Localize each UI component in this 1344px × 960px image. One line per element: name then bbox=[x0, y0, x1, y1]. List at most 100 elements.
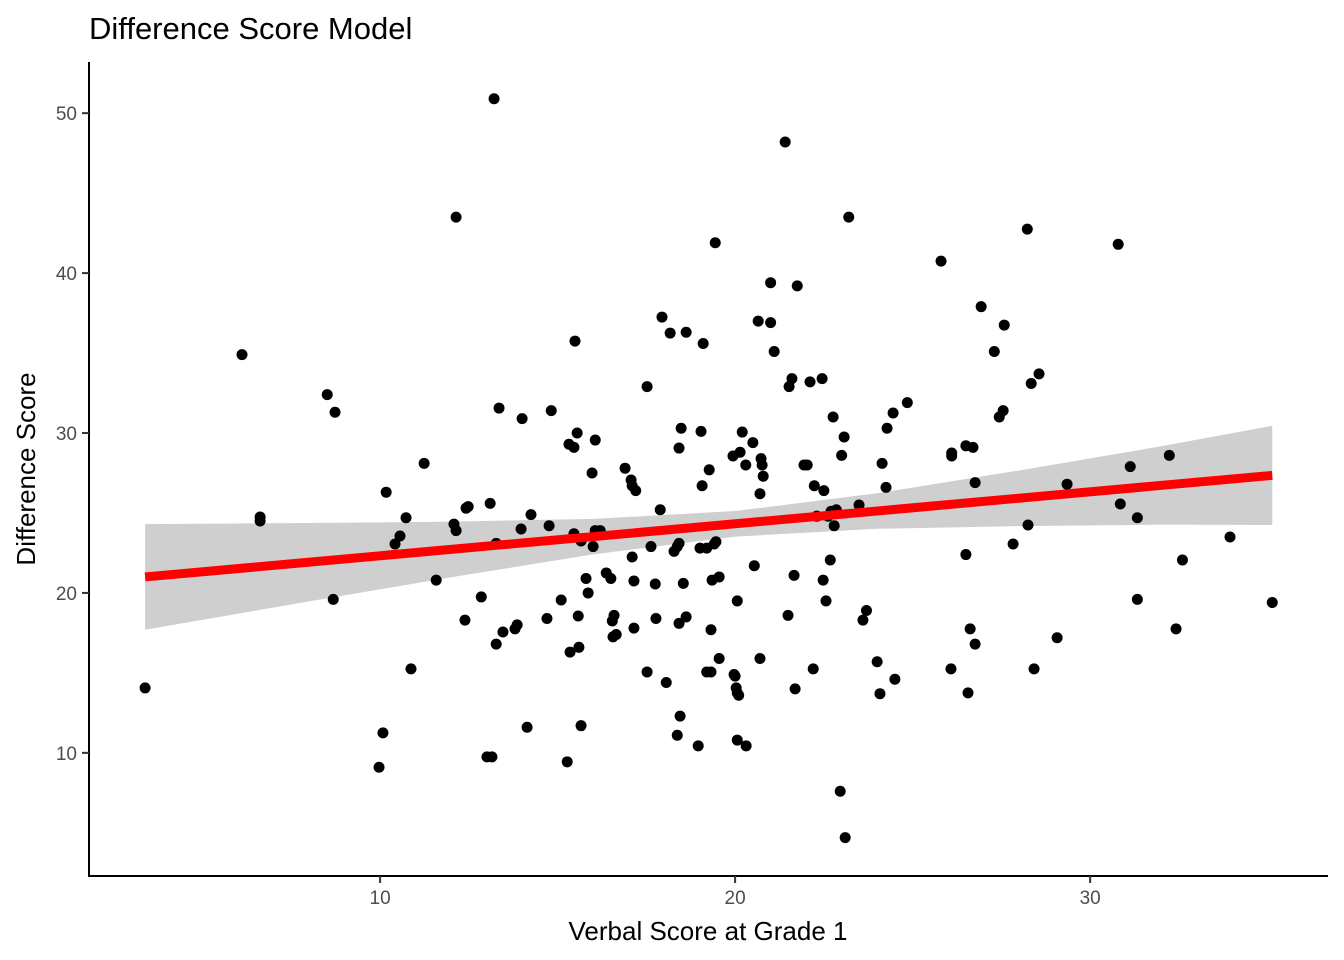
data-point bbox=[817, 574, 829, 586]
data-point bbox=[541, 613, 553, 625]
data-point bbox=[673, 537, 685, 549]
data-point bbox=[945, 663, 957, 675]
data-point bbox=[543, 520, 555, 532]
data-point bbox=[756, 459, 768, 471]
data-point bbox=[729, 670, 741, 682]
data-point bbox=[582, 587, 594, 599]
data-point bbox=[839, 832, 851, 844]
data-point bbox=[748, 560, 760, 572]
data-point bbox=[692, 740, 704, 752]
data-point bbox=[808, 480, 820, 492]
data-point bbox=[889, 673, 901, 685]
data-point bbox=[853, 499, 865, 511]
data-point bbox=[1163, 449, 1175, 461]
chart-title: Difference Score Model bbox=[89, 11, 412, 46]
data-point bbox=[754, 488, 766, 500]
data-point bbox=[373, 761, 385, 773]
data-point bbox=[975, 301, 987, 313]
data-point bbox=[380, 486, 392, 498]
data-point bbox=[747, 437, 759, 449]
data-point bbox=[740, 740, 752, 752]
data-point bbox=[969, 477, 981, 489]
data-point bbox=[731, 734, 743, 746]
data-point bbox=[654, 504, 666, 516]
data-point bbox=[946, 450, 958, 462]
data-point bbox=[754, 653, 766, 665]
data-point bbox=[788, 569, 800, 581]
data-point bbox=[493, 402, 505, 414]
fit-line-group bbox=[144, 470, 1273, 582]
data-point bbox=[860, 605, 872, 617]
data-point bbox=[605, 573, 617, 585]
data-point bbox=[827, 411, 839, 423]
data-point bbox=[450, 211, 462, 223]
data-point bbox=[641, 666, 653, 678]
data-point bbox=[765, 277, 777, 289]
data-point bbox=[804, 376, 816, 388]
data-point bbox=[836, 449, 848, 461]
data-point bbox=[880, 481, 892, 493]
data-point bbox=[881, 422, 893, 434]
data-point bbox=[649, 578, 661, 590]
data-point bbox=[628, 575, 640, 587]
data-point bbox=[695, 425, 707, 437]
data-point bbox=[967, 441, 979, 453]
data-point bbox=[935, 255, 947, 267]
data-point bbox=[674, 710, 686, 722]
data-point bbox=[1224, 531, 1236, 543]
data-point bbox=[1022, 519, 1034, 531]
data-point bbox=[838, 431, 850, 443]
data-point bbox=[254, 515, 266, 527]
data-point bbox=[705, 624, 717, 636]
data-point bbox=[705, 666, 717, 678]
data-point bbox=[677, 577, 689, 589]
data-point bbox=[516, 413, 528, 425]
data-point bbox=[818, 485, 830, 497]
data-point bbox=[641, 381, 653, 393]
data-point bbox=[887, 407, 899, 419]
data-point bbox=[1114, 498, 1126, 510]
data-point bbox=[1028, 663, 1040, 675]
y-tick-label: 30 bbox=[56, 424, 77, 445]
data-point bbox=[713, 571, 725, 583]
data-point bbox=[789, 683, 801, 695]
data-point bbox=[998, 319, 1010, 331]
data-point bbox=[713, 653, 725, 665]
data-point bbox=[555, 594, 567, 606]
data-point bbox=[575, 720, 587, 732]
x-ticks: 10 20 30 bbox=[370, 876, 1101, 909]
data-point bbox=[571, 427, 583, 439]
data-point bbox=[782, 609, 794, 621]
data-point bbox=[703, 464, 715, 476]
data-point bbox=[569, 335, 581, 347]
data-point bbox=[610, 629, 622, 641]
data-point bbox=[1025, 377, 1037, 389]
data-point bbox=[394, 530, 406, 542]
data-point bbox=[450, 525, 462, 537]
x-axis-label: Verbal Score at Grade 1 bbox=[569, 916, 848, 946]
data-point bbox=[964, 623, 976, 635]
data-point bbox=[680, 326, 692, 338]
data-point bbox=[497, 626, 509, 638]
data-point bbox=[1131, 593, 1143, 605]
data-point bbox=[490, 638, 502, 650]
data-point bbox=[988, 345, 1000, 357]
data-point bbox=[405, 663, 417, 675]
data-point bbox=[734, 446, 746, 458]
data-point bbox=[680, 611, 692, 623]
data-point bbox=[710, 536, 722, 548]
y-tick-label: 20 bbox=[56, 584, 77, 605]
data-point bbox=[660, 676, 672, 688]
data-point bbox=[673, 442, 685, 454]
data-point bbox=[587, 541, 599, 553]
data-point bbox=[564, 646, 576, 658]
data-point bbox=[801, 459, 813, 471]
data-point bbox=[1021, 223, 1033, 235]
data-point bbox=[511, 619, 523, 631]
data-point bbox=[843, 211, 855, 223]
y-ticks: 10 20 30 40 50 bbox=[56, 104, 89, 765]
data-point bbox=[488, 93, 500, 105]
data-point bbox=[561, 756, 573, 768]
data-point bbox=[462, 501, 474, 513]
data-point bbox=[1266, 597, 1278, 609]
